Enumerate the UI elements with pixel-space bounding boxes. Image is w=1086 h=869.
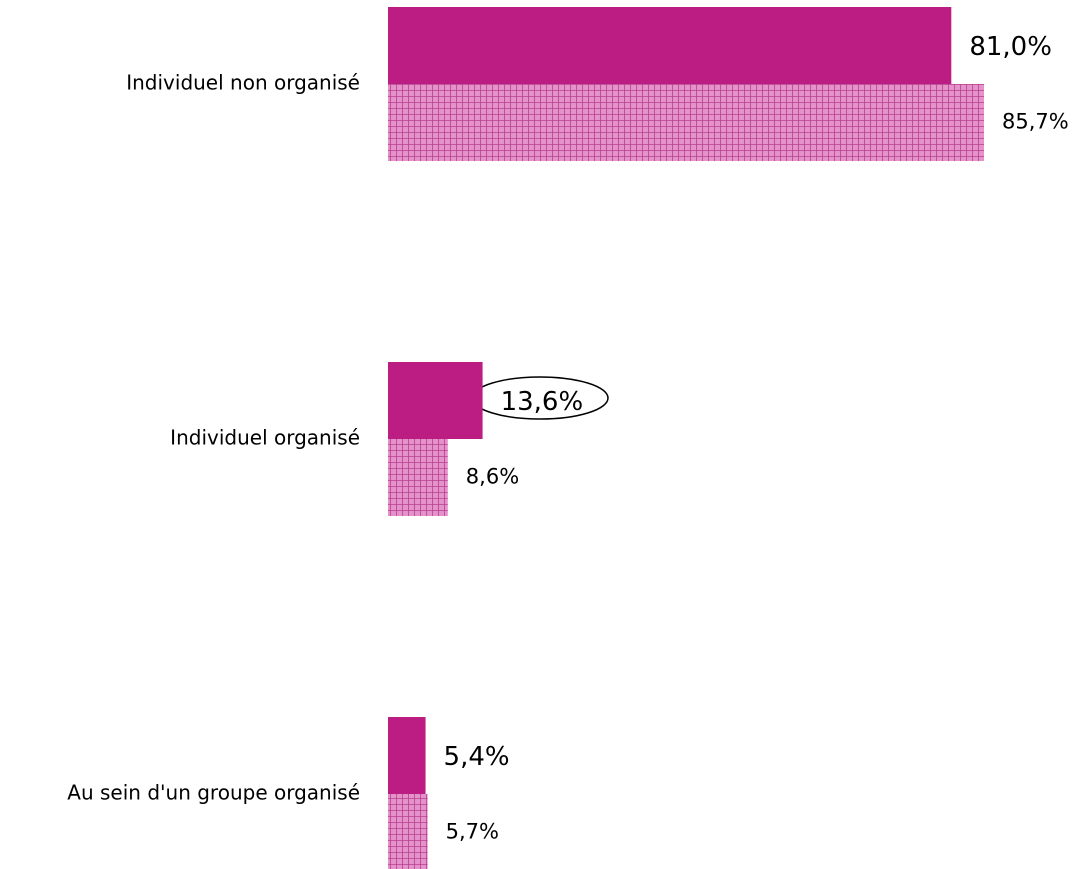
bar — [388, 439, 448, 516]
category-label: Au sein d'un groupe organisé — [67, 781, 360, 805]
value-label: 13,6% — [501, 387, 584, 417]
bar — [388, 7, 952, 84]
value-label: 5,7% — [446, 820, 499, 844]
category-label: Individuel organisé — [170, 426, 360, 450]
bar — [388, 717, 426, 794]
value-label: 81,0% — [969, 32, 1052, 62]
value-label: 8,6% — [466, 465, 519, 489]
bar — [388, 84, 984, 161]
value-label: 85,7% — [1002, 110, 1069, 134]
value-label: 5,4% — [444, 742, 510, 772]
bar — [388, 362, 483, 439]
bar — [388, 794, 428, 869]
category-label: Individuel non organisé — [126, 71, 360, 95]
